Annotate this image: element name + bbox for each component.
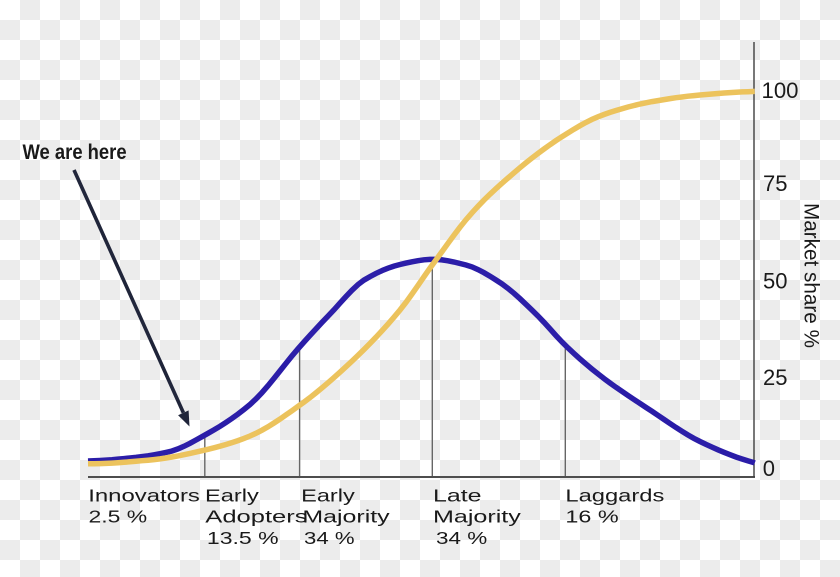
svg-text:Majority: Majority xyxy=(433,506,521,527)
svg-text:50: 50 xyxy=(763,269,787,294)
svg-text:Early: Early xyxy=(205,486,259,506)
svg-text:2.5 %: 2.5 % xyxy=(89,507,148,527)
svg-text:Market share %: Market share % xyxy=(800,203,823,348)
svg-text:Innovators: Innovators xyxy=(88,486,200,506)
svg-text:100: 100 xyxy=(762,78,799,103)
svg-text:16 %: 16 % xyxy=(565,507,618,527)
svg-text:Majority: Majority xyxy=(302,506,389,527)
svg-text:Laggards: Laggards xyxy=(565,486,664,506)
svg-text:25: 25 xyxy=(763,365,787,390)
svg-text:Adopters: Adopters xyxy=(205,506,307,526)
svg-text:0: 0 xyxy=(763,456,775,481)
svg-text:We are here: We are here xyxy=(23,141,127,164)
svg-text:Early: Early xyxy=(301,486,355,506)
svg-text:75: 75 xyxy=(763,171,787,196)
svg-text:34 %: 34 % xyxy=(436,529,487,548)
svg-text:34 %: 34 % xyxy=(304,529,355,549)
svg-text:13.5 %: 13.5 % xyxy=(207,528,279,548)
svg-text:Late: Late xyxy=(433,485,482,506)
